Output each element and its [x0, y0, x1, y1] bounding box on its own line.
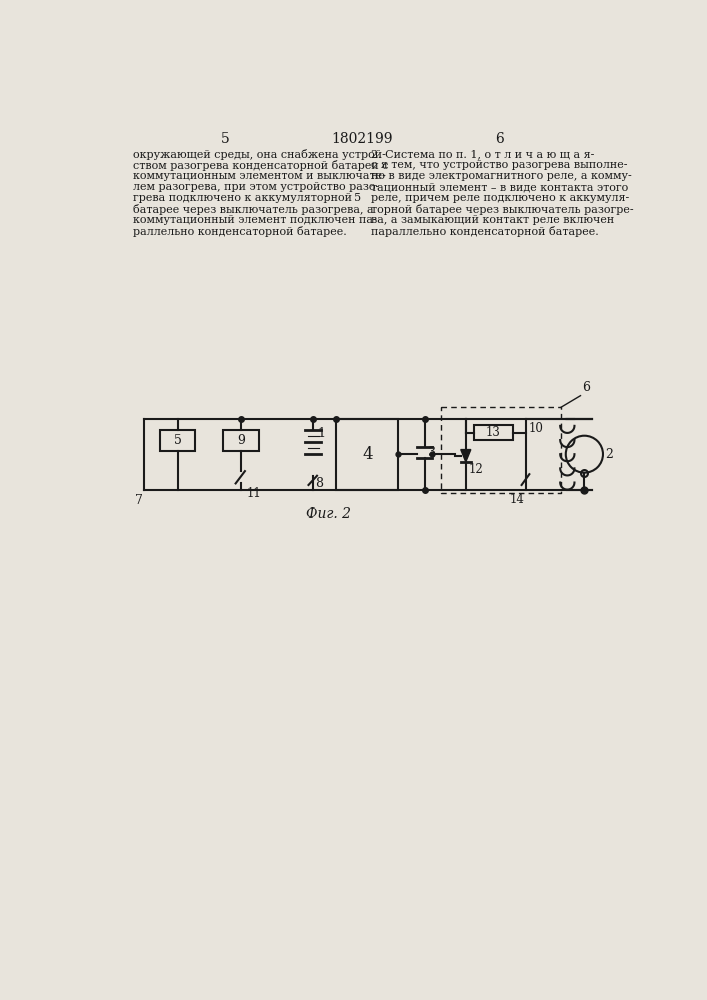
Text: Фиг. 2: Фиг. 2 — [306, 507, 351, 521]
Text: 2. Система по п. 1, о т л и ч а ю щ а я-: 2. Система по п. 1, о т л и ч а ю щ а я- — [371, 149, 595, 159]
Text: но в виде электромагнитного реле, а комму-: но в виде электромагнитного реле, а комм… — [371, 171, 632, 181]
Text: грева подключено к аккумуляторной: грева подключено к аккумуляторной — [132, 193, 351, 203]
Text: 11: 11 — [247, 487, 261, 500]
Text: ва, а замыкающий контакт реле включен: ва, а замыкающий контакт реле включен — [371, 215, 614, 225]
Text: 5: 5 — [221, 132, 229, 146]
Text: торной батарее через выключатель разогре-: торной батарее через выключатель разогре… — [371, 204, 634, 215]
Text: 9: 9 — [237, 434, 245, 447]
Text: 1802199: 1802199 — [331, 132, 392, 146]
Text: 6: 6 — [495, 132, 503, 146]
Text: окружающей среды, она снабжена устрой-: окружающей среды, она снабжена устрой- — [132, 149, 385, 160]
Text: реле, причем реле подключено к аккумуля-: реле, причем реле подключено к аккумуля- — [371, 193, 629, 203]
Bar — [160, 430, 195, 451]
Text: 5: 5 — [354, 193, 361, 203]
Text: 1: 1 — [317, 427, 325, 440]
Bar — [223, 430, 259, 451]
Text: 10: 10 — [529, 422, 544, 435]
Text: параллельно конденсаторной батарее.: параллельно конденсаторной батарее. — [371, 226, 599, 237]
Text: батарее через выключатель разогрева, а: батарее через выключатель разогрева, а — [132, 204, 373, 215]
Text: 4: 4 — [362, 446, 373, 463]
Text: 8: 8 — [315, 477, 323, 490]
Text: раллельно конденсаторной батарее.: раллельно конденсаторной батарее. — [132, 226, 346, 237]
Text: 2: 2 — [605, 448, 613, 461]
Text: 5: 5 — [173, 434, 182, 447]
Text: коммутационным элементом и выключате-: коммутационным элементом и выключате- — [132, 171, 385, 181]
Text: с я тем, что устройство разогрева выполне-: с я тем, что устройство разогрева выполн… — [371, 160, 628, 170]
Text: 7: 7 — [135, 494, 143, 507]
Text: тационный элемент – в виде контакта этого: тационный элемент – в виде контакта этог… — [371, 182, 629, 192]
Text: 14: 14 — [510, 493, 525, 506]
Text: ством разогрева конденсаторной батареи с: ством разогрева конденсаторной батареи с — [132, 160, 388, 171]
Text: лем разогрева, при этом устройство разо-: лем разогрева, при этом устройство разо- — [132, 182, 379, 192]
Text: 3: 3 — [428, 446, 436, 459]
Text: коммутационный элемент подключен па-: коммутационный элемент подключен па- — [132, 215, 376, 225]
Text: 12: 12 — [468, 463, 483, 476]
Text: 6: 6 — [582, 381, 590, 394]
Text: 13: 13 — [486, 426, 501, 439]
Bar — [337, 419, 398, 490]
Bar — [474, 425, 513, 440]
Polygon shape — [461, 450, 471, 462]
